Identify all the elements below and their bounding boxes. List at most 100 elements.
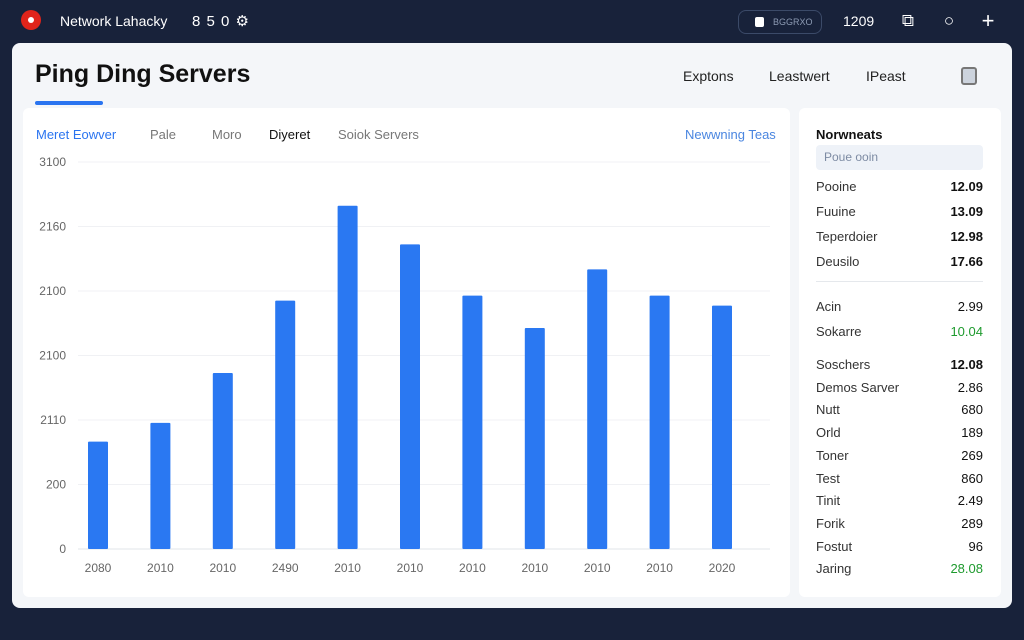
top-number: 1209	[843, 13, 875, 29]
y-tick-label: 2100	[39, 349, 66, 363]
x-tick-label: 2010	[459, 561, 486, 575]
item-label: Sokarre	[816, 324, 862, 339]
bar[interactable]	[649, 295, 670, 549]
y-tick-label: 0	[59, 542, 66, 556]
y-tick-label: 3100	[39, 155, 66, 169]
bar[interactable]	[712, 305, 732, 549]
bar[interactable]	[400, 244, 420, 549]
item-label: Fostut	[816, 538, 853, 554]
y-tick-label: 200	[46, 478, 66, 492]
bar[interactable]	[337, 205, 358, 549]
y-tick-label: 2110	[40, 413, 66, 427]
bar[interactable]	[275, 300, 296, 549]
plus-icon[interactable]: +	[981, 8, 995, 33]
bar[interactable]	[150, 422, 171, 549]
x-tick-label: 2010	[521, 561, 548, 575]
item-value: 2.86	[957, 379, 983, 395]
item-label: Pooine	[816, 179, 857, 194]
item-value: 12.09	[950, 179, 983, 194]
item-value: 13.09	[950, 204, 983, 219]
bar[interactable]	[524, 328, 545, 549]
list-item[interactable]: Pooine 12.09	[816, 179, 983, 194]
x-tick-label: 2010	[147, 561, 174, 575]
status-count: 8 5 0 ⚙	[192, 13, 250, 30]
top-bar: Network Lahacky 8 5 0 ⚙ BGGRXO 1209 ⧉ ○ …	[0, 0, 1024, 42]
tab-pale[interactable]: Pale	[150, 127, 177, 142]
item-value: 12.08	[950, 357, 983, 372]
x-tick-label: 2010	[209, 561, 236, 575]
tab-moro[interactable]: Moro	[212, 127, 242, 142]
x-tick-label: 2020	[709, 561, 736, 575]
item-value: 189	[961, 425, 983, 441]
item-label: Nutt	[816, 402, 840, 418]
clipboard-icon[interactable]: ⧉	[901, 11, 915, 30]
list-item[interactable]: Forik 289	[816, 516, 983, 531]
item-label: Deusilo	[816, 254, 860, 269]
side-title: Norwneats	[816, 127, 883, 142]
status-pill[interactable]: BGGRXO	[738, 10, 822, 34]
tab-diyeret[interactable]: Diyeret	[269, 127, 311, 142]
list-item[interactable]: Fostut 96	[816, 539, 983, 554]
x-tick-label: 2010	[334, 561, 361, 575]
list-item[interactable]: Fuuine 13.09	[816, 204, 983, 219]
item-value: 680	[961, 402, 983, 418]
x-tick-label: 2010	[397, 561, 424, 575]
tab-soiok-servers[interactable]: Soiok Servers	[338, 127, 419, 142]
item-label: Toner	[816, 447, 849, 463]
item-label: Test	[816, 470, 840, 486]
bar[interactable]	[212, 372, 233, 549]
item-label: Acin	[816, 299, 842, 314]
page-title: Ping Ding Servers	[35, 60, 251, 88]
item-value: 2.99	[957, 299, 983, 314]
list-item[interactable]: Nutt 680	[816, 402, 983, 417]
list-item[interactable]: Deusilo 17.66	[816, 254, 983, 269]
list-item[interactable]: Demos Sarver 2.86	[816, 380, 983, 395]
divider	[816, 281, 983, 282]
x-tick-label: 2490	[272, 561, 299, 575]
bar[interactable]	[462, 295, 483, 549]
side-panel	[799, 108, 1001, 597]
item-label: Orld	[816, 425, 841, 441]
y-tick-label: 2160	[39, 220, 66, 234]
list-item[interactable]: Test 860	[816, 471, 983, 486]
item-value: 12.98	[950, 229, 983, 244]
list-item[interactable]: Soschers 12.08	[816, 357, 983, 372]
item-label: Tinit	[816, 493, 841, 509]
chart-link[interactable]: Newwning Teas	[685, 127, 776, 142]
item-value: 269	[961, 447, 983, 463]
item-label: Fuuine	[816, 204, 856, 219]
list-item[interactable]: Toner 269	[816, 448, 983, 463]
y-tick-label: 2100	[39, 284, 66, 298]
x-tick-label: 2010	[646, 561, 673, 575]
bar[interactable]	[88, 441, 108, 549]
list-item[interactable]: Tinit 2.49	[816, 493, 983, 508]
header-action-leastwert[interactable]: Leastwert	[769, 68, 830, 84]
device-icon[interactable]	[961, 67, 977, 85]
item-label: Soschers	[816, 357, 871, 372]
title-underline	[35, 101, 103, 105]
x-tick-label: 2080	[85, 561, 112, 575]
item-label: Forik	[816, 515, 845, 531]
item-label: Demos Sarver	[816, 379, 900, 395]
list-item[interactable]: Orld 189	[816, 425, 983, 440]
item-value: 17.66	[950, 254, 983, 269]
header-action-ipeast[interactable]: IPeast	[866, 68, 906, 84]
list-item[interactable]: Sokarre 10.04	[816, 324, 983, 339]
item-value: 860	[961, 470, 983, 486]
search-icon[interactable]: ○	[943, 11, 955, 30]
tab-meret-eowver[interactable]: Meret Eowver	[36, 127, 117, 142]
header-action-exptons[interactable]: Exptons	[683, 68, 734, 84]
item-label: Jaring	[816, 561, 852, 577]
list-item[interactable]: Jaring 28.08	[816, 561, 983, 576]
bar[interactable]	[587, 269, 608, 549]
app-title: Network Lahacky	[60, 13, 168, 29]
item-value: 28.08	[950, 561, 983, 577]
item-value: 289	[961, 515, 983, 531]
item-value: 10.04	[950, 324, 983, 339]
side-search-input[interactable]: Poue ooin	[816, 145, 983, 170]
item-value: 96	[968, 538, 983, 554]
app-logo-icon	[21, 10, 41, 30]
list-item[interactable]: Teperdoier 12.98	[816, 229, 983, 244]
list-item[interactable]: Acin 2.99	[816, 299, 983, 314]
